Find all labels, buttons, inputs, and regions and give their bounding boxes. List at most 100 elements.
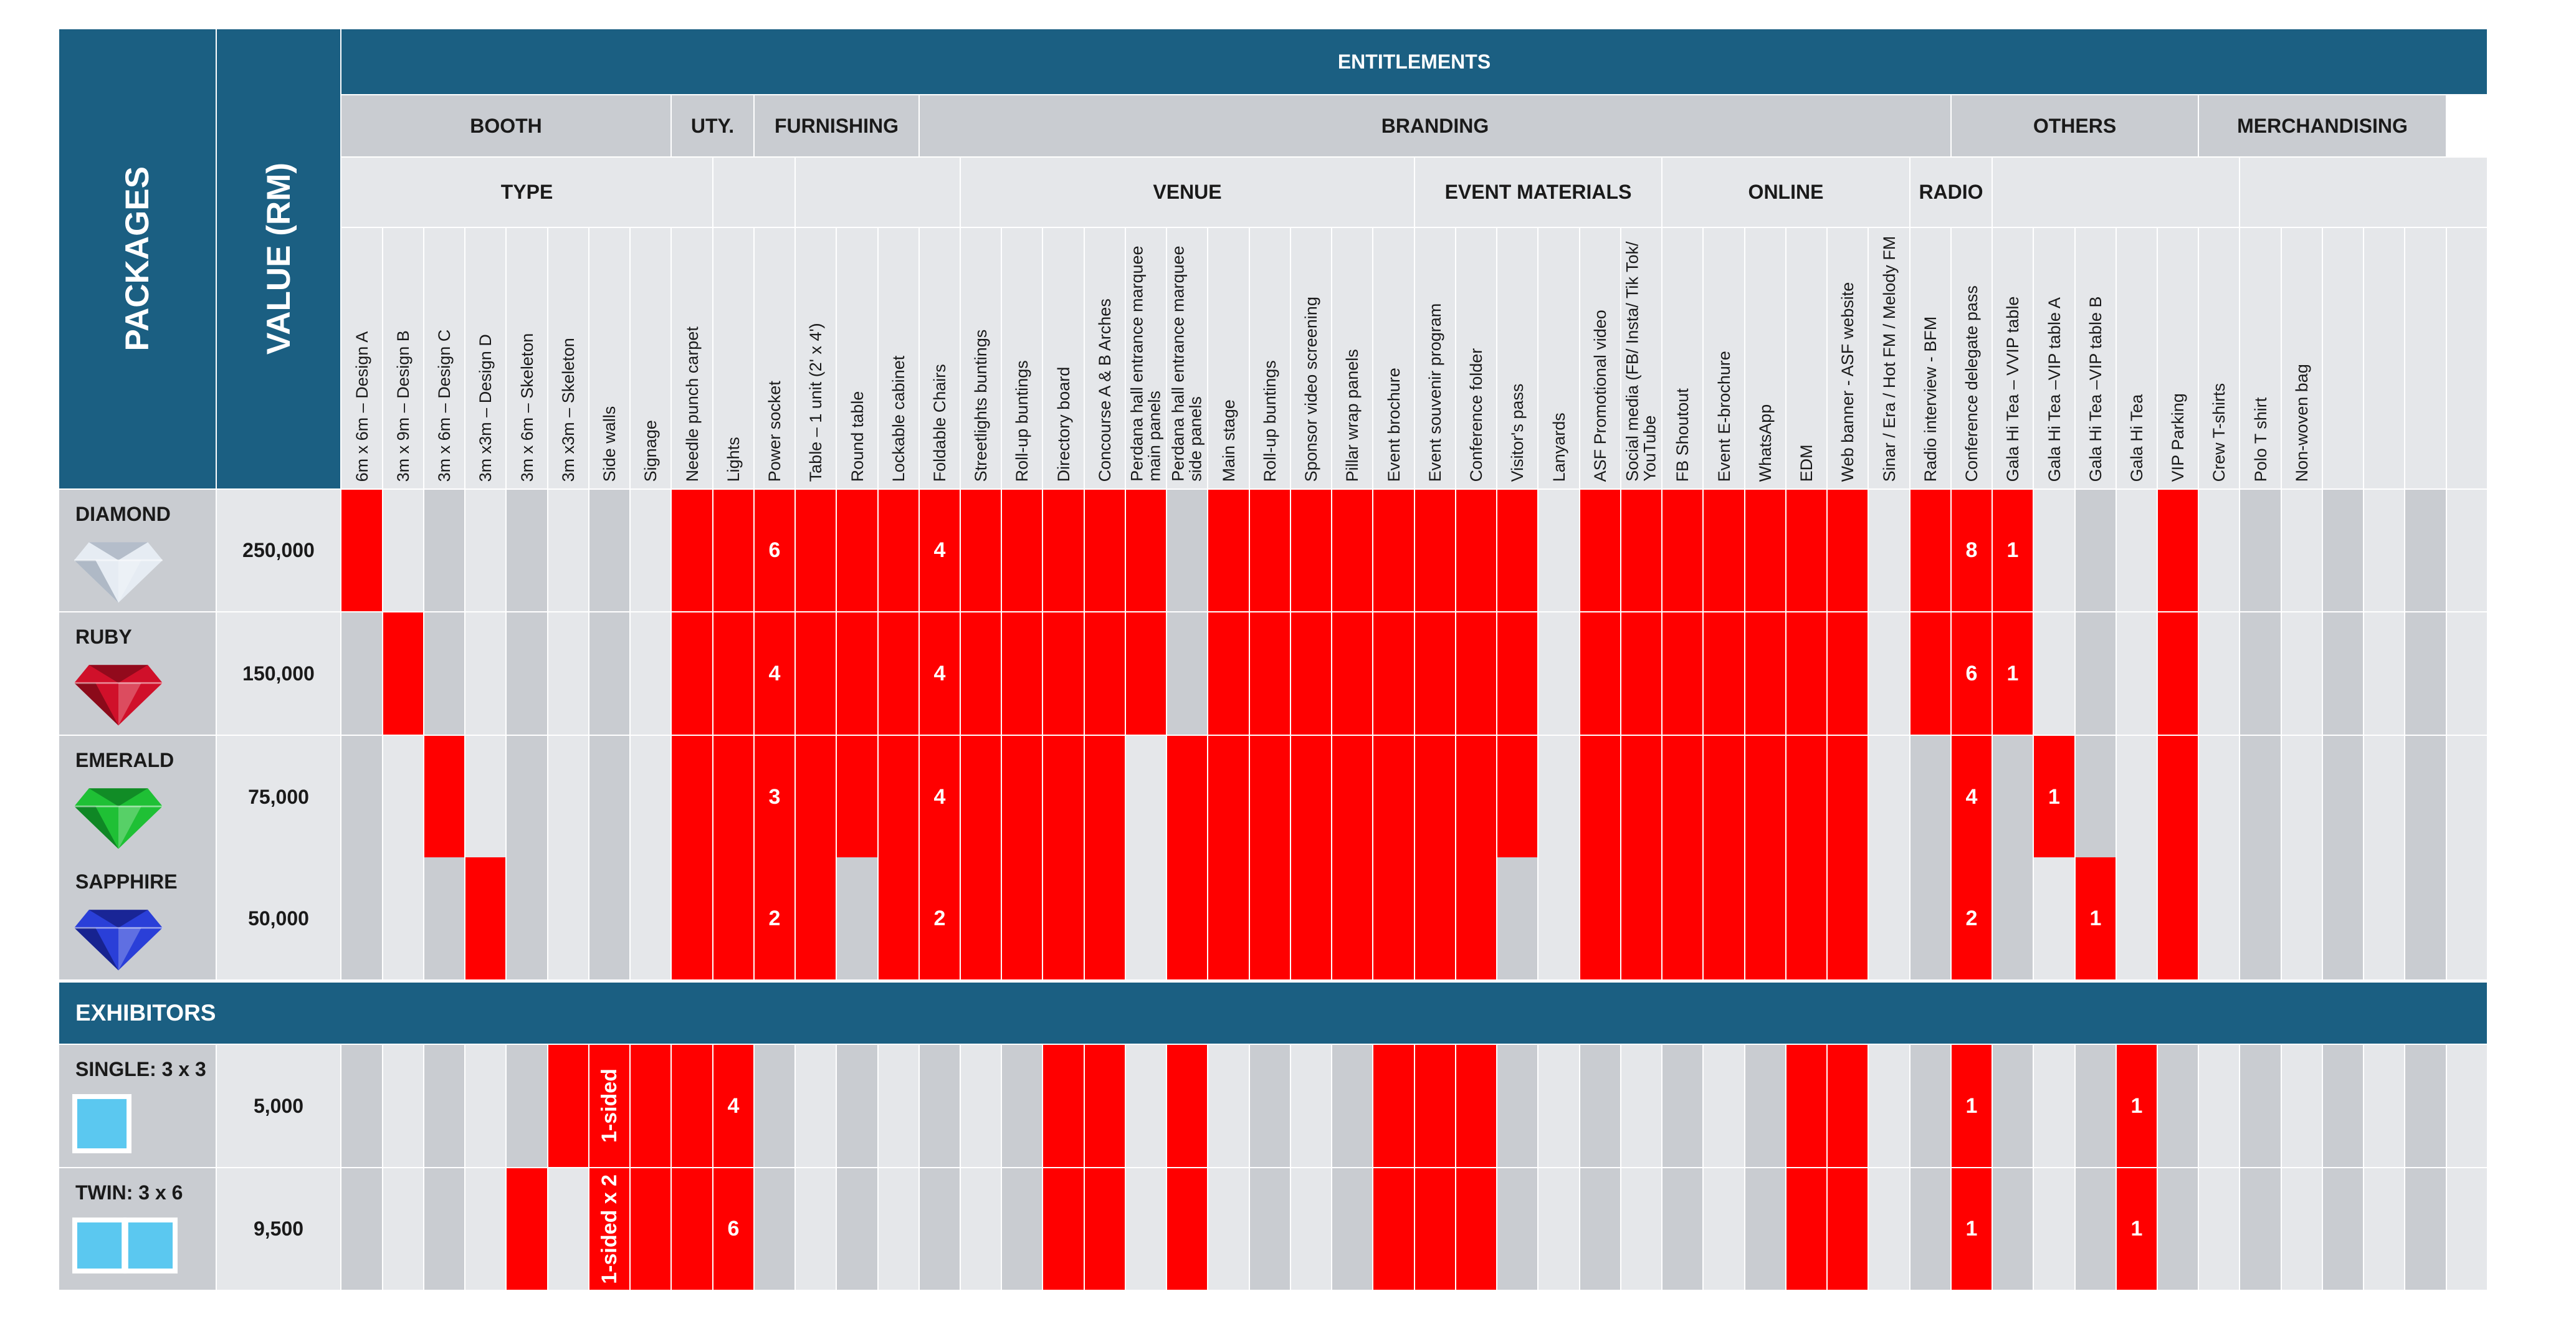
entitlement-included	[1167, 736, 1207, 858]
entitlement-included	[465, 857, 505, 979]
entitlement-empty	[465, 736, 505, 858]
package-label-cell: DIAMOND	[59, 490, 216, 611]
entitlement-included	[1704, 736, 1744, 858]
entitlement-empty	[383, 490, 423, 611]
column-header: 3m x 6m – Skeleton	[507, 228, 547, 488]
entitlement-included: 1	[1993, 490, 2033, 611]
entitlement-empty	[1126, 857, 1166, 979]
entitlement-empty	[2405, 857, 2446, 979]
entitlement-empty	[837, 1045, 877, 1167]
entitlement-included	[1085, 612, 1125, 735]
entitlement-empty	[383, 1045, 423, 1167]
entitlement-included	[961, 612, 1001, 735]
entitlement-empty	[2447, 490, 2487, 611]
column-header-label: Streetlights buntings	[971, 329, 990, 482]
entitlement-empty	[1662, 1168, 1702, 1290]
entitlement-included	[2158, 490, 2198, 611]
entitlement-included: 1	[2117, 1045, 2157, 1167]
entitlement-included	[1456, 612, 1496, 735]
column-header: Gala Hi Tea –VIP table B	[2076, 228, 2116, 488]
entitlement-empty	[548, 490, 588, 611]
column-header	[2405, 228, 2446, 488]
entitlement-included: 1	[2076, 857, 2116, 979]
entitlement-empty	[1291, 1168, 1331, 1290]
entitlement-empty	[1208, 1045, 1249, 1167]
entitlement-empty	[1250, 1168, 1290, 1290]
column-header: Web banner - ASF website	[1828, 228, 1868, 488]
entitlement-included: 1	[2117, 1168, 2157, 1290]
entitlement-included	[1456, 736, 1496, 858]
column-header-label: Table – 1 unit (2' x 4')	[806, 323, 825, 482]
entitlement-empty	[2199, 1168, 2239, 1290]
entitlement-empty	[507, 490, 547, 611]
entitlement-empty	[1167, 612, 1207, 735]
entitlement-included	[672, 490, 712, 611]
column-header: Pillar wrap panels	[1332, 228, 1372, 488]
entitlement-included	[1085, 1045, 1125, 1167]
package-name: EMERALD	[75, 749, 174, 771]
entitlement-included	[1621, 736, 1661, 858]
entitlement-empty	[2282, 857, 2322, 979]
entitlement-included	[1373, 857, 1414, 979]
entitlement-empty	[1580, 1168, 1620, 1290]
entitlement-included	[1456, 857, 1496, 979]
entitlements-label: ENTITLEMENTS	[1337, 50, 1491, 73]
entitlement-included	[1043, 1168, 1084, 1290]
entitlement-included	[879, 857, 918, 979]
package-value-cell: 5,000	[217, 1045, 340, 1167]
package-value-cell: 50,000	[217, 857, 340, 979]
entitlement-empty	[1126, 1168, 1166, 1290]
entitlement-included: 4	[1952, 736, 1992, 858]
entitlement-included	[1332, 490, 1372, 611]
column-header: Roll-up buntings	[1250, 228, 1290, 488]
entitlement-included	[1828, 490, 1868, 611]
entitlement-empty	[2447, 1045, 2487, 1167]
entitlement-empty	[2364, 490, 2404, 611]
entitlement-included	[879, 490, 918, 611]
column-header-label: Gala Hi Tea	[2127, 394, 2146, 482]
entitlement-empty	[631, 490, 670, 611]
entitlement-empty	[2447, 857, 2487, 979]
entitlement-empty	[1167, 490, 1207, 611]
entitlement-empty	[2117, 612, 2157, 735]
entitlement-empty	[383, 1168, 423, 1290]
column-header: 6m x 6m – Design A	[341, 228, 382, 488]
entitlement-included	[713, 612, 753, 735]
column-header: Conference folder	[1456, 228, 1496, 488]
entitlement-empty	[2282, 490, 2322, 611]
column-header: ASF Promotional video	[1580, 228, 1620, 488]
column-header-label: Radio interview - BFM	[1920, 316, 1940, 482]
entitlement-empty	[1993, 857, 2033, 979]
entitlement-included	[837, 736, 877, 858]
entitlement-empty	[1911, 1045, 1950, 1167]
entitlement-included	[1787, 857, 1826, 979]
column-header: Conference delegate pass	[1952, 228, 1992, 488]
entitlement-included	[1332, 857, 1372, 979]
entitlement-included	[631, 1045, 670, 1167]
column-header: WhatsApp	[1745, 228, 1785, 488]
entitlement-included	[672, 612, 712, 735]
entitlement-empty	[383, 736, 423, 858]
entitlement-empty	[1497, 1045, 1537, 1167]
entitlement-included	[713, 857, 753, 979]
entitlement-included: 6	[755, 490, 794, 611]
entitlement-empty	[1911, 1168, 1950, 1290]
group-header-furnishing: FURNISHING	[755, 95, 918, 156]
entitlement-count: 6	[1965, 661, 1978, 685]
package-value: 75,000	[248, 785, 309, 808]
entitlement-empty	[2364, 857, 2404, 979]
column-header: Concourse A & B Arches	[1085, 228, 1125, 488]
entitlement-empty	[631, 736, 670, 858]
entitlement-included	[1332, 612, 1372, 735]
entitlement-count: 1	[2006, 538, 2019, 562]
package-name: SINGLE: 3 x 3	[75, 1058, 206, 1080]
entitlement-empty	[1993, 1045, 2033, 1167]
column-header-label: Social media (FB/ Insta/ Tik Tok/ YouTub…	[1623, 241, 1659, 482]
packages-header: PACKAGES	[59, 29, 216, 488]
entitlement-included: 2	[920, 857, 960, 979]
entitlement-empty	[424, 857, 464, 979]
column-header-label: 3m x 6m – Skeleton	[517, 333, 537, 482]
entitlement-included	[1167, 857, 1207, 979]
entitlement-empty	[2034, 612, 2074, 735]
entitlement-empty	[1538, 1168, 1579, 1290]
